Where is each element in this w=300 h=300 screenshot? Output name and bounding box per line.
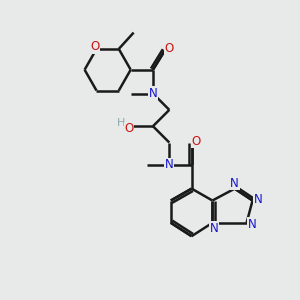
Text: O: O [90, 40, 100, 53]
Text: N: N [165, 158, 174, 171]
Text: N: N [230, 177, 239, 190]
Text: N: N [254, 193, 262, 206]
Text: O: O [124, 122, 134, 135]
Text: N: N [209, 222, 218, 235]
Text: N: N [148, 87, 157, 100]
Text: H: H [117, 118, 125, 128]
Text: O: O [191, 135, 201, 148]
Text: O: O [165, 42, 174, 56]
Text: N: N [248, 218, 256, 231]
